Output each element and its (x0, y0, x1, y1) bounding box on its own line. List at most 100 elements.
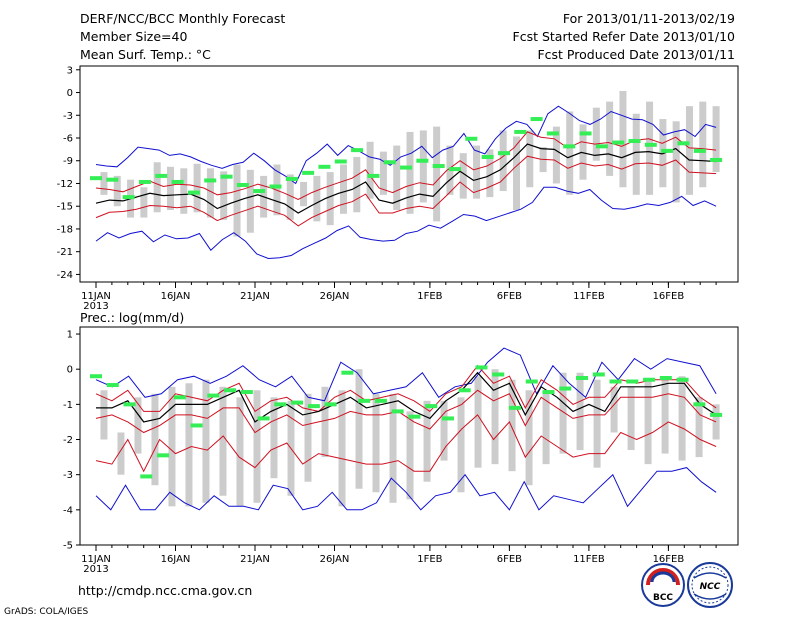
observed-mark (187, 190, 200, 195)
ensemble-box (486, 149, 494, 198)
ensemble-box (695, 397, 703, 458)
observed-mark (530, 117, 543, 122)
ensemble-box (185, 383, 193, 507)
ensemble-box (206, 168, 214, 218)
observed-mark (204, 178, 217, 183)
observed-mark (449, 167, 462, 172)
ensemble-box (236, 397, 244, 507)
ensemble-box (117, 432, 125, 475)
ensemble-box (355, 369, 363, 489)
observed-mark (274, 402, 287, 407)
ensemble-box (423, 400, 431, 482)
observed-mark (542, 390, 555, 395)
source-url: http://cmdp.ncc.cma.gov.cn (78, 583, 252, 598)
observed-mark (374, 398, 387, 403)
x-tick-label: 11FEB (573, 291, 605, 302)
ensemble-box (459, 153, 467, 199)
ensemble-box (353, 156, 361, 213)
observed-mark (644, 142, 657, 147)
observed-mark (173, 395, 186, 400)
observed-mark (579, 131, 592, 136)
observed-mark (525, 379, 538, 384)
observed-mark (224, 388, 237, 393)
ensemble-box (202, 379, 210, 503)
ensemble-box (246, 169, 254, 233)
observed-mark (269, 184, 282, 189)
observed-mark (659, 375, 672, 380)
observed-mark (318, 164, 331, 169)
observed-mark (157, 453, 170, 458)
observed-mark (514, 129, 527, 134)
ensemble-box (220, 171, 228, 220)
ensemble-box (366, 141, 374, 199)
y-tick-label: -24 (57, 270, 73, 281)
ensemble-box (433, 126, 441, 222)
produced-date: Fcst Produced Date 2013/01/11 (537, 47, 735, 62)
ensemble-box (632, 113, 640, 195)
observed-mark (106, 383, 119, 388)
y-tick-label: -3 (63, 470, 73, 481)
x-tick-label: 16JAN (161, 291, 191, 302)
observed-mark (220, 174, 233, 179)
title-line-2: Member Size=40 (80, 29, 187, 44)
series-line-mean (96, 371, 717, 423)
ensemble-box (440, 400, 448, 461)
ensemble-box (389, 393, 397, 503)
ensemble-box (646, 101, 654, 195)
y-tick-label: -9 (63, 156, 73, 167)
ensemble-box (379, 151, 387, 195)
ensemble-box (685, 106, 693, 195)
observed-mark (307, 404, 320, 409)
series-line-low_ens (95, 414, 717, 473)
observed-mark (358, 398, 371, 403)
observed-mark (383, 160, 396, 165)
observed-mark (334, 159, 347, 164)
x-tick-label: 1FEB (417, 554, 442, 565)
ensemble-box (606, 101, 614, 176)
observed-mark (140, 474, 153, 479)
observed-mark (458, 388, 471, 393)
ensemble-box (100, 390, 108, 440)
ensemble-box (134, 397, 142, 454)
observed-mark (661, 148, 674, 153)
series-line-max (95, 347, 717, 402)
ensemble-box (559, 372, 567, 454)
x-tick-label: 26JAN (320, 554, 350, 565)
observed-mark (576, 375, 589, 380)
y-tick-label: -5 (63, 541, 73, 552)
observed-mark (643, 377, 656, 382)
ensemble-box (473, 145, 481, 199)
ensemble-box (321, 386, 329, 458)
observed-mark (324, 402, 337, 407)
series-line-mean (95, 143, 717, 214)
ensemble-box (338, 390, 346, 507)
ensemble-box (140, 187, 148, 218)
observed-mark (693, 148, 706, 153)
observed-mark (240, 390, 253, 395)
ensemble-box (166, 166, 174, 210)
ensemble-box (499, 130, 507, 192)
ensemble-box (153, 162, 161, 213)
x-tick-label: 21JAN (240, 554, 270, 565)
observed-mark (391, 409, 404, 414)
observed-mark (408, 414, 421, 419)
y-tick-label: -15 (57, 202, 73, 213)
observed-mark (612, 140, 625, 145)
ensemble-box (100, 172, 108, 195)
ensemble-box (406, 411, 414, 500)
y-tick-label: -4 (63, 505, 73, 516)
observed-mark (351, 148, 364, 153)
observed-mark (559, 386, 572, 391)
ensemble-box (542, 393, 550, 465)
y-tick-label: -18 (57, 224, 73, 235)
plot-frame (79, 326, 739, 546)
ensemble-box (661, 376, 669, 454)
x-tick-label: 6FEB (497, 291, 522, 302)
ensemble-box (339, 164, 347, 214)
ensemble-box (678, 376, 686, 461)
y-tick-label: 3 (67, 65, 73, 76)
ensemble-box (253, 390, 261, 503)
title-line-1: DERF/NCC/BCC Monthly Forecast (80, 11, 285, 26)
x-tick-label: 16FEB (653, 554, 685, 565)
series-line-min (95, 467, 717, 511)
